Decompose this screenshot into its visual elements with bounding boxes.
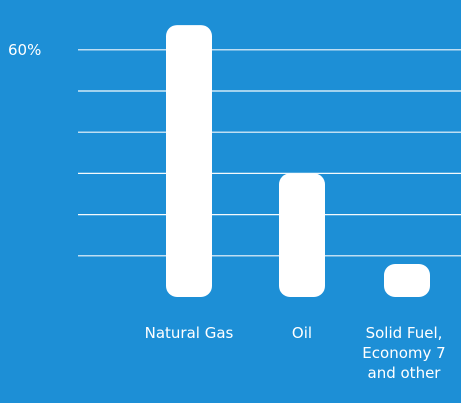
bar-0 xyxy=(166,25,212,298)
category-label-2: Solid Fuel, Economy 7 and other xyxy=(362,324,445,382)
category-label-line: Solid Fuel, xyxy=(366,324,443,342)
category-label-1: Oil xyxy=(292,324,312,342)
category-label-line: and other xyxy=(368,364,442,382)
bar-1 xyxy=(279,173,325,297)
y-tick-label: 60% xyxy=(8,41,41,59)
category-label-line: Oil xyxy=(292,324,312,342)
bar-2 xyxy=(384,264,430,297)
category-label-line: Economy 7 xyxy=(362,344,445,362)
category-label-0: Natural Gas xyxy=(145,324,234,342)
category-label-line: Natural Gas xyxy=(145,324,234,342)
